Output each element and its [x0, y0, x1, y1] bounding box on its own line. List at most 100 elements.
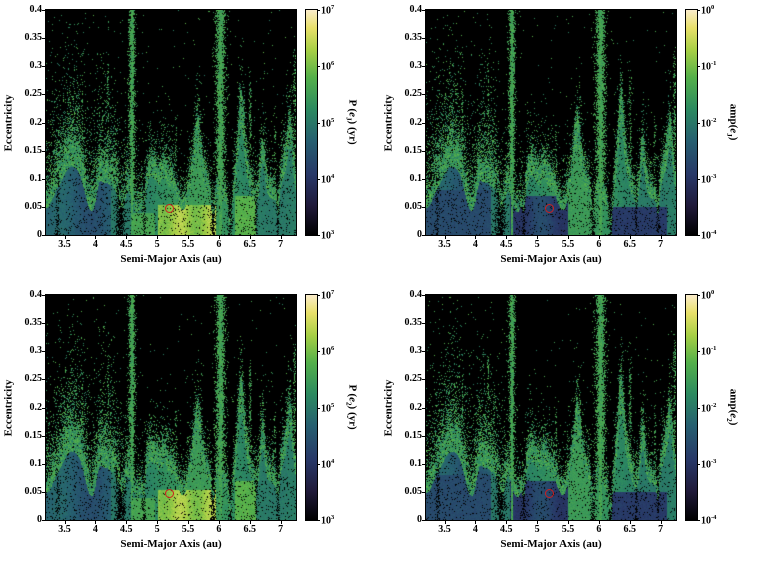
x-axis-label: Semi-Major Axis (au) — [500, 253, 602, 265]
colorbar-tick-base: 10 — [701, 402, 711, 414]
x-axis-label: Semi-Major Axis (au) — [120, 253, 222, 265]
y-tick-mark — [422, 66, 426, 68]
colorbar-label-suffix: ) — [727, 422, 740, 426]
colorbar-tick-base: 10 — [701, 174, 711, 186]
colorbar-label-prefix: P ( — [347, 99, 360, 113]
colorbar-tick-mark — [317, 122, 320, 124]
y-tick-mark — [42, 351, 46, 353]
colorbar-tick-base: 10 — [321, 117, 331, 129]
heatmap-bottom-right — [425, 294, 677, 521]
y-tick-label: 0.1 — [29, 457, 43, 469]
colorbar-label-suffix: ) (yr) — [347, 405, 360, 431]
y-tick-mark — [42, 435, 46, 437]
colorbar-tick-mark — [697, 122, 700, 124]
y-tick-mark — [422, 323, 426, 325]
heatmap-top-left — [45, 9, 297, 236]
colorbar-tick-label: 10-2 — [701, 402, 716, 414]
y-tick-mark — [422, 520, 426, 521]
x-tick-mark — [660, 520, 662, 524]
colorbar-tick-label: 107 — [321, 289, 334, 301]
panel-top-left: Eccentricity Semi-Major Axis (au) 3.5 4 4.5 5… — [0, 0, 380, 285]
y-tick-label: 0.15 — [404, 429, 423, 441]
colorbar-tick-exponent: 7 — [331, 4, 335, 11]
y-tick-mark — [422, 351, 426, 353]
colorbar-tick-exponent: 6 — [331, 345, 335, 353]
y-tick-mark — [42, 150, 46, 152]
colorbar-top-right — [685, 9, 698, 236]
x-tick-label: 4 — [472, 239, 478, 250]
x-tick-label: 4 — [472, 524, 478, 535]
colorbar-tick-base: 10 — [701, 459, 711, 471]
y-tick-mark — [422, 463, 426, 465]
colorbar-top-left — [305, 9, 318, 236]
colorbar-tick-label: 100 — [701, 4, 714, 16]
x-tick-label: 3.5 — [438, 239, 451, 250]
reference-marker — [164, 488, 174, 498]
colorbar-tick-exponent: -4 — [711, 514, 717, 521]
colorbar-tick-exponent: -3 — [711, 172, 717, 180]
panel-top-right: Eccentricity Semi-Major Axis (au) 3.5 4 4.5 5… — [380, 0, 760, 285]
y-tick-mark — [42, 520, 46, 521]
x-tick-mark — [280, 520, 282, 524]
heatmap-top-right — [425, 9, 677, 236]
colorbar-tick-mark — [697, 235, 700, 236]
y-tick-label: 0.3 — [409, 60, 423, 72]
colorbar-tick-exponent: -1 — [711, 345, 717, 353]
y-tick-label: 0.1 — [29, 172, 43, 184]
y-tick-label: 0.2 — [29, 401, 43, 413]
x-tick-mark — [629, 520, 631, 524]
colorbar-tick-label: 104 — [321, 458, 334, 470]
colorbar-tick-label: 10-2 — [701, 117, 716, 129]
x-tick-mark — [95, 520, 97, 524]
colorbar-tick-mark — [317, 235, 320, 236]
x-tick-mark — [537, 520, 539, 524]
x-tick-label: 3.5 — [58, 524, 71, 535]
x-tick-label: 5 — [154, 524, 160, 535]
x-tick-label: 3.5 — [438, 524, 451, 535]
x-tick-label: 3.5 — [58, 239, 71, 250]
y-tick-mark — [422, 235, 426, 236]
y-tick-mark — [422, 206, 426, 208]
heatmap-bottom-left — [45, 294, 297, 521]
reference-marker — [164, 203, 174, 213]
y-tick-mark — [422, 10, 426, 11]
colorbar-tick-mark — [317, 351, 320, 353]
colorbar-tick-exponent: -2 — [711, 401, 717, 409]
y-tick-mark — [42, 122, 46, 124]
x-tick-label: 7 — [278, 524, 284, 535]
y-tick-label: 0 — [417, 514, 422, 525]
x-tick-label: 6 — [216, 524, 222, 535]
y-tick-label: 0.35 — [24, 317, 43, 329]
x-tick-mark — [280, 235, 282, 239]
y-tick-mark — [42, 94, 46, 96]
x-tick-mark — [126, 235, 128, 239]
x-tick-label: 5.5 — [561, 524, 575, 535]
y-tick-mark — [42, 178, 46, 180]
colorbar-tick-exponent: -1 — [711, 60, 717, 68]
colorbar-tick-base: 10 — [321, 5, 331, 17]
colorbar-tick-base: 10 — [321, 515, 331, 527]
x-tick-label: 6.5 — [243, 524, 256, 535]
colorbar-tick-mark — [317, 66, 320, 68]
y-tick-label: 0.35 — [404, 32, 423, 44]
colorbar-tick-base: 10 — [321, 402, 331, 414]
y-axis-label-text: Eccentricity — [2, 379, 14, 436]
y-tick-label: 0.2 — [409, 401, 423, 413]
y-tick-label: 0.1 — [409, 457, 423, 469]
colorbar-tick-base: 10 — [321, 174, 331, 186]
y-tick-label: 0.4 — [29, 289, 43, 300]
y-tick-label: 0.4 — [29, 4, 43, 15]
colorbar-tick-label: 10-1 — [701, 345, 716, 357]
x-tick-mark — [537, 235, 539, 239]
colorbar-tick-base: 10 — [321, 230, 331, 242]
x-tick-label: 6 — [596, 239, 602, 250]
colorbar-tick-label: 10-4 — [701, 229, 716, 241]
y-tick-label: 0 — [37, 229, 42, 240]
colorbar-tick-mark — [317, 178, 320, 180]
colorbar-label: P (e2) (yr) — [344, 295, 360, 520]
colorbar-tick-exponent: 5 — [331, 401, 335, 409]
colorbar-tick-exponent: 0 — [711, 289, 715, 296]
x-tick-mark — [157, 520, 159, 524]
colorbar-tick-mark — [697, 66, 700, 68]
